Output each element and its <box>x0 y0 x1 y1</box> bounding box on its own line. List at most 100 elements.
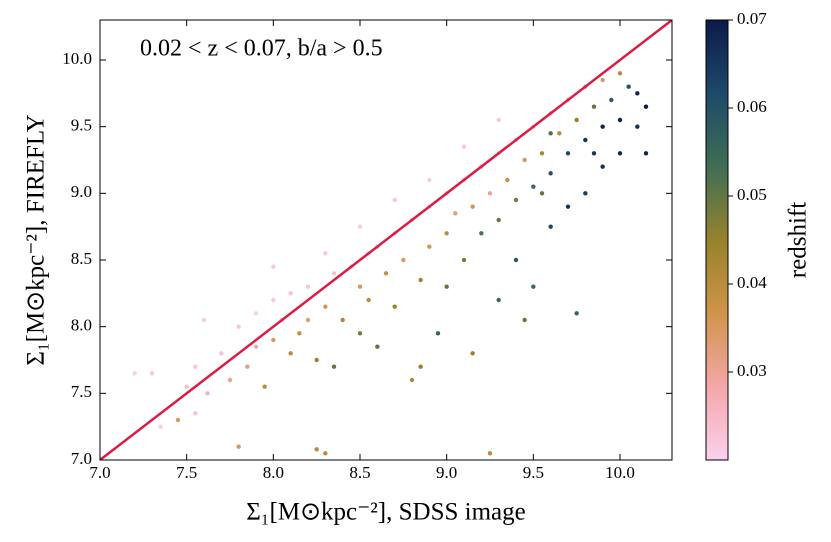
point <box>513 197 519 203</box>
y-tick-label: 9.0 <box>71 182 92 201</box>
point <box>253 311 259 316</box>
point <box>496 217 501 223</box>
point <box>522 317 527 323</box>
point <box>314 447 319 452</box>
point <box>427 177 432 183</box>
point <box>522 157 527 163</box>
point <box>409 377 415 383</box>
point <box>418 364 423 369</box>
point <box>340 317 345 323</box>
point <box>635 124 640 129</box>
point <box>357 284 363 289</box>
point <box>496 297 501 303</box>
point <box>609 97 614 103</box>
colorbar-tick-label: 0.05 <box>737 185 767 204</box>
point <box>617 151 623 156</box>
point <box>271 264 276 269</box>
point <box>565 151 571 156</box>
point <box>470 204 475 209</box>
point <box>635 91 640 96</box>
point <box>305 317 311 323</box>
colorbar-tick-label: 0.03 <box>737 361 767 380</box>
point <box>366 297 371 303</box>
colorbar-tick-label: 0.06 <box>737 97 767 116</box>
point <box>383 271 389 276</box>
x-tick-label: 7.5 <box>176 463 197 482</box>
colorbar-tick-label: 0.07 <box>737 9 767 28</box>
point <box>357 224 363 229</box>
y-tick-label: 8.5 <box>71 249 92 268</box>
point <box>557 131 562 136</box>
point <box>323 251 328 256</box>
point <box>591 151 597 156</box>
point <box>444 284 449 289</box>
point <box>132 371 137 376</box>
point <box>574 117 579 123</box>
point <box>205 391 210 396</box>
point <box>401 257 406 263</box>
point <box>496 117 501 123</box>
point <box>271 337 276 343</box>
colorbar-label: redshift <box>785 202 812 278</box>
point <box>548 224 553 229</box>
point <box>643 151 649 156</box>
point <box>435 331 441 336</box>
point <box>539 191 545 196</box>
point <box>548 171 553 176</box>
point <box>505 177 510 183</box>
point <box>323 304 328 309</box>
point <box>427 244 432 249</box>
annotation: 0.02 < z < 0.07, b/a > 0.5 <box>140 36 383 62</box>
colorbar-tick-label: 0.04 <box>737 273 767 292</box>
point <box>375 344 380 349</box>
x-tick-label: 8.5 <box>349 463 370 482</box>
point <box>219 351 224 356</box>
point <box>175 417 181 423</box>
point <box>193 411 198 416</box>
point <box>591 104 597 109</box>
point <box>531 284 536 289</box>
y-tick-label: 8.0 <box>71 316 92 335</box>
point <box>158 424 163 429</box>
point <box>574 311 579 316</box>
point <box>548 131 553 136</box>
y-axis-label: Σ₁[M⊙kpc⁻²], FIREFLY <box>23 114 50 365</box>
x-tick-label: 10.0 <box>605 463 635 482</box>
point <box>297 331 302 336</box>
point <box>461 257 467 263</box>
point <box>227 377 233 383</box>
point <box>626 84 631 89</box>
point <box>583 191 588 196</box>
point <box>583 137 588 143</box>
point <box>288 291 293 296</box>
one-to-one-line <box>100 20 672 460</box>
point <box>531 184 536 189</box>
point <box>392 304 397 309</box>
point <box>617 71 623 76</box>
point <box>600 77 605 83</box>
point <box>193 364 198 369</box>
point <box>479 231 484 236</box>
point <box>357 331 363 336</box>
point <box>184 384 189 389</box>
point <box>331 271 337 276</box>
plot-frame <box>99 19 673 461</box>
point <box>617 117 623 123</box>
point <box>600 124 605 129</box>
point <box>643 104 649 109</box>
point <box>331 364 337 369</box>
point <box>305 284 311 289</box>
point <box>565 204 571 209</box>
point <box>149 371 155 376</box>
point <box>236 324 241 329</box>
x-axis-label: Σ₁[M⊙kpc⁻²], SDSS image <box>246 499 525 526</box>
point <box>314 357 319 363</box>
point <box>487 451 493 456</box>
y-tick-label: 9.5 <box>71 116 92 135</box>
point <box>201 317 207 323</box>
x-tick-label: 9.0 <box>436 463 457 482</box>
point <box>392 197 397 203</box>
point <box>444 231 449 236</box>
x-tick-label: 9.5 <box>523 463 544 482</box>
